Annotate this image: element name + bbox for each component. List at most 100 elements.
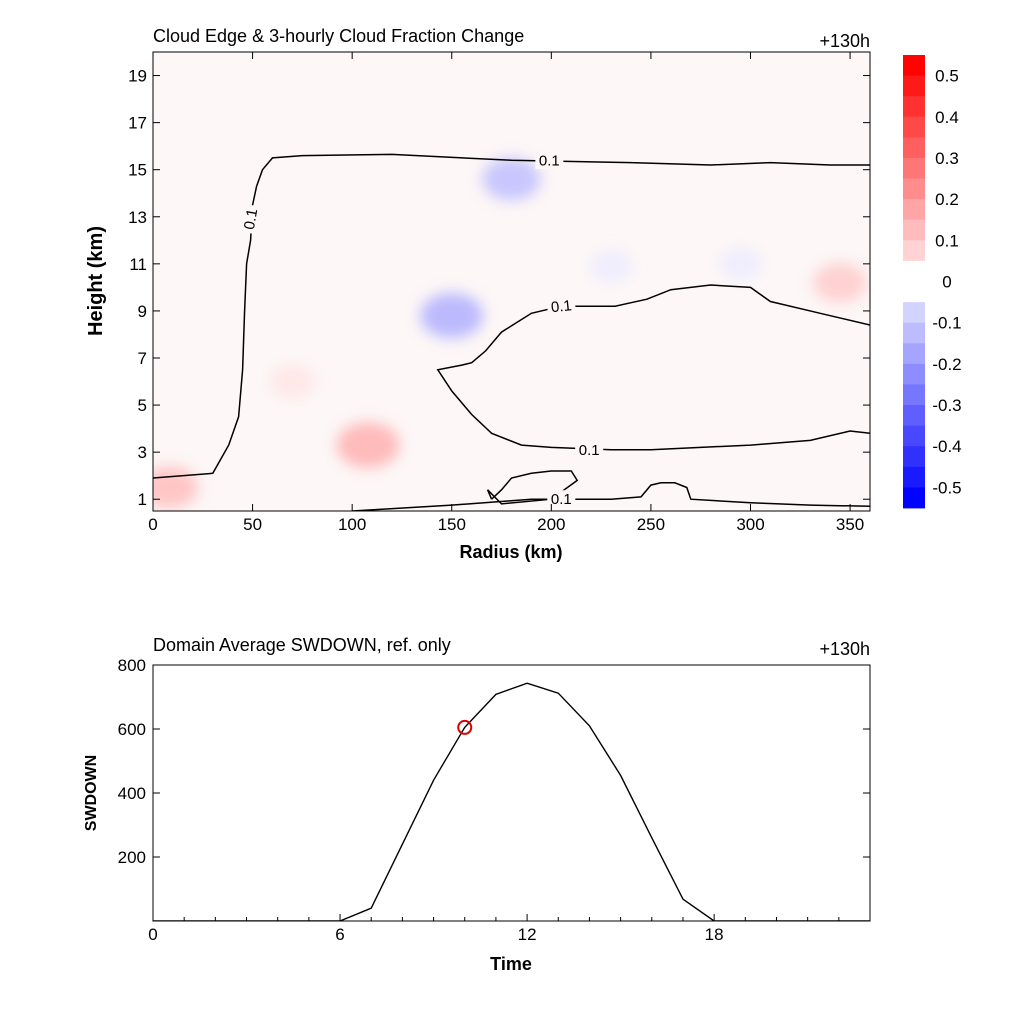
field-patch-4 bbox=[482, 157, 541, 201]
colorbar-label: -0.2 bbox=[932, 355, 961, 374]
colorbar-band bbox=[903, 302, 925, 324]
top-x-tick-label: 250 bbox=[637, 515, 665, 534]
top-y-tick-label: 13 bbox=[128, 208, 147, 227]
colorbar-label: 0.5 bbox=[935, 67, 959, 86]
top-chart-time-label: +130h bbox=[819, 31, 870, 51]
field-patch-6 bbox=[589, 250, 633, 283]
bottom-x-tick-label: 0 bbox=[148, 925, 157, 944]
colorbar-band bbox=[903, 178, 925, 200]
field-patch-0 bbox=[336, 422, 400, 468]
bottom-chart-title: Domain Average SWDOWN, ref. only bbox=[153, 635, 451, 655]
current-time-marker bbox=[457, 719, 473, 735]
top-x-axis-label: Radius (km) bbox=[459, 542, 562, 562]
colorbar-label: 0.1 bbox=[935, 231, 959, 250]
contour-label-3: 0.1 bbox=[579, 442, 600, 459]
bottom-x-tick-label: 12 bbox=[518, 925, 537, 944]
bottom-y-tick-label: 200 bbox=[118, 848, 146, 867]
colorbar-label: -0.5 bbox=[932, 478, 961, 497]
bottom-x-tick-label: 18 bbox=[705, 925, 724, 944]
top-x-axis: 0 50 100 150 200 250 300 350 bbox=[148, 52, 864, 534]
colorbar-band bbox=[903, 199, 925, 221]
contour-label-1: 0.1 bbox=[241, 207, 261, 230]
top-x-tick-label: 0 bbox=[148, 515, 157, 534]
colorbar-label: 0.2 bbox=[935, 190, 959, 209]
top-y-tick-label: 7 bbox=[138, 349, 147, 368]
top-y-tick-label: 5 bbox=[138, 396, 147, 415]
contour-line-0 bbox=[153, 153, 870, 479]
contour-line-2 bbox=[486, 470, 579, 505]
bottom-y-tick-label: 600 bbox=[118, 720, 146, 739]
swdown-line bbox=[153, 682, 870, 921]
bottom-chart-time-label: +130h bbox=[819, 639, 870, 659]
contour-label-2: 0.1 bbox=[550, 297, 573, 316]
colorbar-band bbox=[903, 75, 925, 97]
top-plot-background bbox=[153, 52, 870, 511]
colorbar-label: 0.3 bbox=[935, 149, 959, 168]
bottom-x-axis-label: Time bbox=[490, 954, 532, 974]
top-plot-frame bbox=[152, 51, 871, 512]
colorbar-band bbox=[903, 55, 925, 76]
field-patch-3 bbox=[269, 364, 315, 399]
colorbar-band bbox=[903, 240, 925, 262]
top-y-tick-label: 1 bbox=[138, 490, 147, 509]
contour-label-4: 0.1 bbox=[551, 491, 572, 508]
colorbar-band bbox=[903, 137, 925, 159]
top-x-tick-label: 200 bbox=[537, 515, 565, 534]
field-patch-5 bbox=[420, 292, 484, 339]
colorbar-label: -0.3 bbox=[932, 396, 961, 415]
colorbar-label: -0.1 bbox=[932, 314, 961, 333]
colorbar-band bbox=[903, 343, 925, 365]
colorbar-band bbox=[903, 281, 925, 303]
top-x-tick-label: 50 bbox=[243, 515, 262, 534]
colorbar-band bbox=[903, 116, 925, 138]
colorbar-band bbox=[903, 405, 925, 427]
field-patch-7 bbox=[719, 247, 762, 281]
colorbar-band bbox=[903, 487, 925, 509]
contour-line-3 bbox=[352, 498, 552, 511]
colorbar-band bbox=[903, 260, 925, 282]
colorbar-label: 0.4 bbox=[935, 108, 959, 127]
colorbar-band bbox=[903, 363, 925, 385]
top-x-tick-label: 300 bbox=[736, 515, 764, 534]
top-y-tick-label: 11 bbox=[129, 255, 147, 274]
cloud-fraction-field bbox=[153, 157, 868, 509]
colorbar-label: 0 bbox=[942, 273, 951, 292]
top-y-tick-label: 17 bbox=[128, 114, 147, 133]
colorbar: 0.5 0.4 0.3 0.2 0.1 0 -0.1 -0.2 -0.3 -0.4 -0.5 bbox=[903, 55, 962, 509]
colorbar-band bbox=[903, 384, 925, 406]
colorbar-band bbox=[903, 219, 925, 241]
colorbar-band bbox=[903, 466, 925, 488]
bottom-x-tick-label: 6 bbox=[335, 925, 344, 944]
contour-labels: 0.1 0.1 0.1 0.1 0.1 bbox=[239, 151, 604, 509]
top-chart-title: Cloud Edge & 3-hourly Cloud Fraction Cha… bbox=[153, 26, 524, 46]
colorbar-band bbox=[903, 157, 925, 179]
colorbar-label: -0.4 bbox=[932, 437, 961, 456]
top-y-tick-label: 9 bbox=[138, 302, 147, 321]
bottom-y-axis: 200 400 600 800 bbox=[118, 656, 870, 867]
colorbar-band bbox=[903, 446, 925, 468]
top-y-axis-label: Height (km) bbox=[85, 226, 107, 336]
top-y-tick-label: 19 bbox=[128, 67, 147, 86]
cloud-edge-contours bbox=[153, 153, 870, 511]
bottom-y-tick-label: 400 bbox=[118, 784, 146, 803]
bottom-y-axis-label: SWDOWN bbox=[83, 755, 100, 831]
bottom-y-tick-label: 800 bbox=[118, 656, 146, 675]
top-y-tick-label: 15 bbox=[128, 161, 147, 180]
top-plot-area bbox=[153, 52, 870, 511]
top-y-tick-label: 3 bbox=[138, 443, 147, 462]
bottom-plot-frame bbox=[152, 664, 871, 922]
top-x-tick-label: 100 bbox=[338, 515, 366, 534]
bottom-x-axis: 0 6 12 18 bbox=[148, 914, 871, 944]
contour-line-1 bbox=[436, 284, 870, 451]
field-patch-1 bbox=[153, 466, 199, 509]
colorbar-band bbox=[903, 425, 925, 447]
field-patch-2 bbox=[813, 262, 868, 303]
contour-label-0: 0.1 bbox=[539, 152, 560, 169]
colorbar-band bbox=[903, 322, 925, 344]
top-x-tick-label: 150 bbox=[438, 515, 466, 534]
top-x-tick-label: 350 bbox=[836, 515, 864, 534]
contour-line-4 bbox=[551, 482, 870, 508]
colorbar-band bbox=[903, 96, 925, 118]
